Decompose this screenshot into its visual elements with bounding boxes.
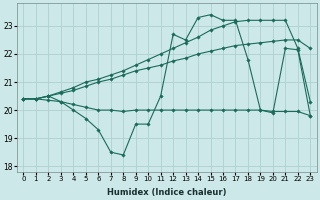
X-axis label: Humidex (Indice chaleur): Humidex (Indice chaleur) <box>107 188 227 197</box>
